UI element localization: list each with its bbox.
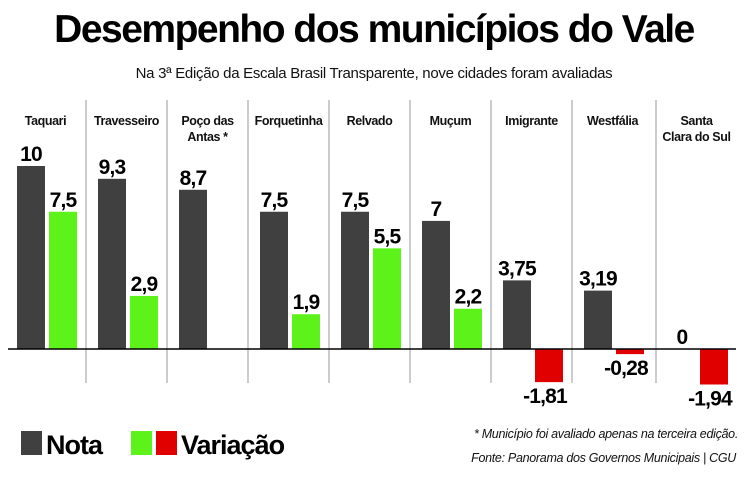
bar-nota xyxy=(179,189,207,349)
bar-variacao xyxy=(49,211,77,349)
legend-swatch-variacao-positive xyxy=(131,431,152,455)
source-note: Fonte: Panorama dos Governos Municipais … xyxy=(471,451,737,465)
data-label-nota: 0 xyxy=(677,326,688,349)
data-label-variacao: -0,28 xyxy=(604,357,649,380)
bar-variacao xyxy=(535,349,563,383)
legend: Nota Variação xyxy=(21,430,286,460)
chart-title: Desempenho dos municípios do Vale xyxy=(54,8,694,51)
bar-nota xyxy=(98,178,126,349)
bar-nota xyxy=(17,166,45,349)
category-label: Poço das Antas * xyxy=(181,114,234,144)
category-label: Travesseiro xyxy=(94,114,160,128)
data-label-variacao: -1,81 xyxy=(523,385,568,408)
category-label: Relvado xyxy=(347,114,394,128)
footnote: * Município foi avaliado apenas na terce… xyxy=(474,427,738,441)
chart-subtitle: Na 3ª Edição da Escala Brasil Transparen… xyxy=(136,65,613,82)
bar-nota xyxy=(584,290,612,349)
legend-swatch-nota xyxy=(21,431,42,455)
category-label: Taquari xyxy=(25,114,66,128)
data-label-variacao: 2,9 xyxy=(131,273,158,296)
legend-label-nota: Nota xyxy=(46,430,104,460)
data-label-nota: 10 xyxy=(20,143,42,166)
category-label: Forquetinha xyxy=(255,114,324,128)
category-label: Muçum xyxy=(430,114,472,128)
data-label-nota: 7,5 xyxy=(342,189,370,212)
plot-area: Taquari 10 7,5 Travesseiro 9,3 2,9 Poço das Ant… xyxy=(8,100,736,411)
data-label-variacao: 1,9 xyxy=(293,291,320,314)
data-label-nota: 7,5 xyxy=(261,189,289,212)
data-label-variacao: 7,5 xyxy=(50,189,78,212)
category-label: Imigrante xyxy=(505,114,558,128)
data-label-nota: 3,19 xyxy=(579,268,617,291)
bar-variacao xyxy=(130,295,158,349)
bar-nota xyxy=(422,220,450,349)
bar-nota xyxy=(341,211,369,349)
bar-variacao xyxy=(700,349,728,385)
data-label-nota: 7 xyxy=(431,198,442,221)
category-label: Santa Clara do Sul xyxy=(662,114,730,144)
bar-nota xyxy=(503,280,531,349)
bar-variacao xyxy=(292,314,320,349)
data-label-nota: 8,7 xyxy=(180,167,207,190)
data-label-variacao: -1,94 xyxy=(688,388,733,411)
bar-variacao xyxy=(616,349,644,355)
data-label-nota: 3,75 xyxy=(498,257,537,280)
data-label-nota: 9,3 xyxy=(99,156,126,179)
legend-label-variacao: Variação xyxy=(181,430,285,460)
data-label-variacao: 2,2 xyxy=(455,286,482,309)
bar-nota xyxy=(260,211,288,349)
data-label-variacao: 5,5 xyxy=(374,225,402,248)
bar-variacao xyxy=(373,248,401,349)
category-label: Westfália xyxy=(587,114,639,128)
legend-swatch-variacao-negative xyxy=(156,431,177,455)
bar-variacao xyxy=(454,308,482,349)
